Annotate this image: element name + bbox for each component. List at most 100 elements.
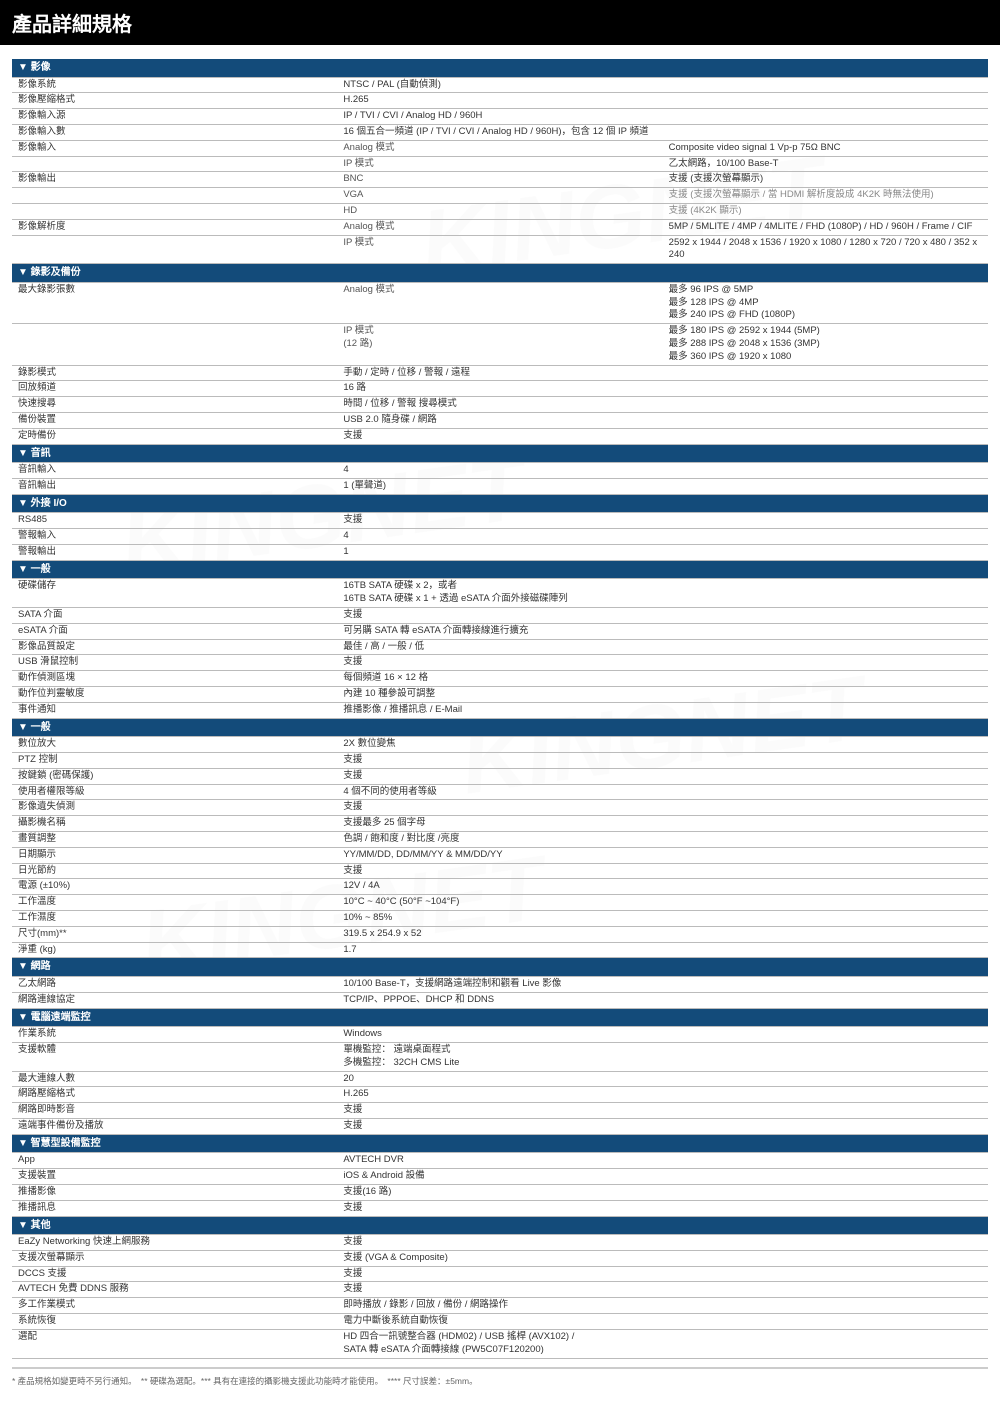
section-header: ▼ 電腦遠端監控 bbox=[12, 1008, 988, 1027]
spec-row: 動作偵測區塊每個頻道 16 × 12 格 bbox=[12, 671, 988, 687]
spec-value: 支援 bbox=[337, 800, 988, 816]
spec-row: 動作位判靈敏度內建 10 種參設可調整 bbox=[12, 686, 988, 702]
spec-label: eSATA 介面 bbox=[12, 623, 337, 639]
spec-label: 畫質調整 bbox=[12, 831, 337, 847]
spec-row: 數位放大2X 數位變焦 bbox=[12, 737, 988, 753]
spec-label: 錄影模式 bbox=[12, 365, 337, 381]
spec-value: TCP/IP、PPPOE、DHCP 和 DDNS bbox=[337, 992, 988, 1008]
spec-row: 攝影機名稱支援最多 25 個字母 bbox=[12, 816, 988, 832]
spec-row: 影像遺失偵測支援 bbox=[12, 800, 988, 816]
spec-label: EaZy Networking 快速上網服務 bbox=[12, 1235, 337, 1251]
spec-row: 使用者權限等級4 個不同的使用者等級 bbox=[12, 784, 988, 800]
spec-row: 工作濕度10% ~ 85% bbox=[12, 911, 988, 927]
spec-label: 影像品質設定 bbox=[12, 639, 337, 655]
spec-label: 支援次螢幕顯示 bbox=[12, 1250, 337, 1266]
spec-label: USB 滑鼠控制 bbox=[12, 655, 337, 671]
spec-row: 影像系統NTSC / PAL (自動偵測) bbox=[12, 77, 988, 93]
spec-value: 319.5 x 254.9 x 52 bbox=[337, 926, 988, 942]
spec-value: 支援 bbox=[337, 752, 988, 768]
spec-label: 影像遺失偵測 bbox=[12, 800, 337, 816]
spec-row: 回放頻道16 路 bbox=[12, 381, 988, 397]
spec-row: 影像輸入源IP / TVI / CVI / Analog HD / 960H bbox=[12, 109, 988, 125]
spec-sublabel: HD bbox=[337, 204, 662, 220]
spec-row: 警報輸出1 bbox=[12, 544, 988, 560]
spec-label: 音訊輸出 bbox=[12, 479, 337, 495]
spec-value: 10/100 Base-T，支援網路遠端控制和觀看 Live 影像 bbox=[337, 976, 988, 992]
spec-row: PTZ 控制支援 bbox=[12, 752, 988, 768]
spec-label: 影像輸出 bbox=[12, 172, 337, 188]
spec-value: 4 bbox=[337, 529, 988, 545]
spec-row: 工作溫度10°C ~ 40°C (50°F ~104°F) bbox=[12, 895, 988, 911]
spec-value: 單機監控： 遠端桌面程式 多機監控： 32CH CMS Lite bbox=[337, 1042, 988, 1071]
spec-row: 按鍵鎖 (密碼保護)支援 bbox=[12, 768, 988, 784]
spec-label: 電源 (±10%) bbox=[12, 879, 337, 895]
spec-label: 網路壓縮格式 bbox=[12, 1087, 337, 1103]
spec-row: 事件通知推播影像 / 推播訊息 / E-Mail bbox=[12, 702, 988, 718]
spec-label: 警報輸出 bbox=[12, 544, 337, 560]
spec-row: 最大連線人數20 bbox=[12, 1071, 988, 1087]
spec-row: IP 模式乙太網路，10/100 Base-T bbox=[12, 156, 988, 172]
spec-sublabel: Analog 模式 bbox=[337, 219, 662, 235]
spec-value: 10% ~ 85% bbox=[337, 911, 988, 927]
spec-row: 選配HD 四合一訊號整合器 (HDM02) / USB 搖桿 (AVX102) … bbox=[12, 1329, 988, 1358]
spec-label bbox=[12, 188, 337, 204]
section-header: ▼ 一般 bbox=[12, 718, 988, 737]
spec-label: 選配 bbox=[12, 1329, 337, 1358]
spec-value: 乙太網路，10/100 Base-T bbox=[663, 156, 988, 172]
spec-value: NTSC / PAL (自動偵測) bbox=[337, 77, 988, 93]
spec-value: H.265 bbox=[337, 1087, 988, 1103]
spec-row: 多工作業模式即時播放 / 錄影 / 回放 / 備份 / 網路操作 bbox=[12, 1298, 988, 1314]
spec-label: 影像系統 bbox=[12, 77, 337, 93]
spec-value: 內建 10 種參設可調整 bbox=[337, 686, 988, 702]
spec-row: HD支援 (4K2K 顯示) bbox=[12, 204, 988, 220]
spec-label bbox=[12, 324, 337, 365]
spec-value: 1 bbox=[337, 544, 988, 560]
spec-value: HD 四合一訊號整合器 (HDM02) / USB 搖桿 (AVX102) / … bbox=[337, 1329, 988, 1358]
section-header: ▼ 外接 I/O bbox=[12, 494, 988, 513]
spec-value: YY/MM/DD, DD/MM/YY & MM/DD/YY bbox=[337, 847, 988, 863]
spec-value: 10°C ~ 40°C (50°F ~104°F) bbox=[337, 895, 988, 911]
spec-sublabel: IP 模式 (12 路) bbox=[337, 324, 662, 365]
spec-row: USB 滑鼠控制支援 bbox=[12, 655, 988, 671]
spec-value: Windows bbox=[337, 1027, 988, 1043]
section-title: ▼ 音訊 bbox=[12, 444, 988, 463]
spec-row: 畫質調整色調 / 飽和度 / 對比度 /亮度 bbox=[12, 831, 988, 847]
section-header: ▼ 網路 bbox=[12, 958, 988, 977]
spec-label: 按鍵鎖 (密碼保護) bbox=[12, 768, 337, 784]
section-title: ▼ 影像 bbox=[12, 59, 988, 77]
spec-value: 支援 bbox=[337, 1200, 988, 1216]
spec-row: 警報輸入4 bbox=[12, 529, 988, 545]
spec-value: 16 路 bbox=[337, 381, 988, 397]
spec-value: 1.7 bbox=[337, 942, 988, 958]
spec-value: 支援 bbox=[337, 1266, 988, 1282]
spec-row: SATA 介面支援 bbox=[12, 607, 988, 623]
spec-label: 動作位判靈敏度 bbox=[12, 686, 337, 702]
spec-row: 音訊輸入4 bbox=[12, 463, 988, 479]
spec-row: 尺寸(mm)**319.5 x 254.9 x 52 bbox=[12, 926, 988, 942]
section-title: ▼ 一般 bbox=[12, 560, 988, 579]
spec-row: 定時備份支援 bbox=[12, 428, 988, 444]
spec-row: IP 模式2592 x 1944 / 2048 x 1536 / 1920 x … bbox=[12, 235, 988, 264]
spec-label: 遠端事件備份及播放 bbox=[12, 1118, 337, 1134]
spec-row: 推播影像支援(16 路) bbox=[12, 1184, 988, 1200]
spec-label: 快速搜尋 bbox=[12, 397, 337, 413]
spec-value: 4 個不同的使用者等級 bbox=[337, 784, 988, 800]
spec-value: 2592 x 1944 / 2048 x 1536 / 1920 x 1080 … bbox=[663, 235, 988, 264]
spec-label: AVTECH 免費 DDNS 服務 bbox=[12, 1282, 337, 1298]
spec-value: 支援 (VGA & Composite) bbox=[337, 1250, 988, 1266]
spec-value: 支援 bbox=[337, 1235, 988, 1251]
spec-value: 支援 bbox=[337, 607, 988, 623]
spec-value: 支援最多 25 個字母 bbox=[337, 816, 988, 832]
spec-row: 硬碟儲存16TB SATA 硬碟 x 2，或者 16TB SATA 硬碟 x 1… bbox=[12, 579, 988, 608]
spec-row: 最大錄影張數Analog 模式最多 96 IPS @ 5MP 最多 128 IP… bbox=[12, 282, 988, 323]
spec-value: iOS & Android 設備 bbox=[337, 1169, 988, 1185]
spec-label: 乙太網路 bbox=[12, 976, 337, 992]
spec-row: 影像解析度Analog 模式5MP / 5MLITE / 4MP / 4MLIT… bbox=[12, 219, 988, 235]
spec-label: 備份裝置 bbox=[12, 413, 337, 429]
spec-value: 支援 bbox=[337, 1103, 988, 1119]
spec-value: AVTECH DVR bbox=[337, 1153, 988, 1169]
spec-value: 即時播放 / 錄影 / 回放 / 備份 / 網路操作 bbox=[337, 1298, 988, 1314]
section-title: ▼ 一般 bbox=[12, 718, 988, 737]
spec-label: 作業系統 bbox=[12, 1027, 337, 1043]
spec-value: USB 2.0 隨身碟 / 網路 bbox=[337, 413, 988, 429]
